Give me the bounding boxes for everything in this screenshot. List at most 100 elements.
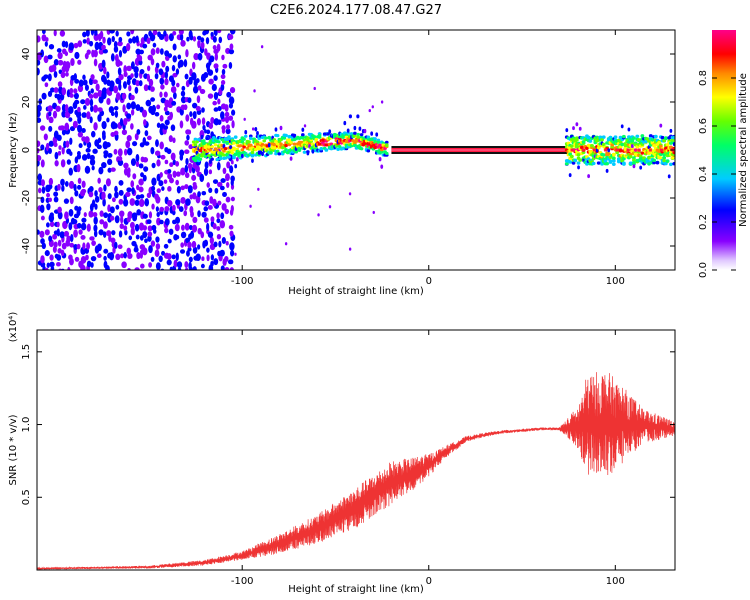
heatmap-cell [93, 58, 98, 67]
heatmap-cell [203, 145, 208, 150]
heatmap-cell [77, 131, 84, 138]
heatmap-cell [336, 147, 340, 151]
heatmap-cell [319, 147, 324, 151]
heatmap-cell [39, 125, 46, 131]
heatmap-cell [118, 180, 124, 186]
heatmap-cell [277, 152, 282, 156]
heatmap-cell [197, 227, 202, 235]
heatmap-cell [150, 240, 156, 247]
heatmap-cell [164, 218, 170, 226]
heatmap-cell [81, 127, 86, 133]
heatmap-cell [37, 155, 42, 162]
heatmap-cell [204, 30, 210, 35]
heatmap-cell [578, 158, 583, 162]
heatmap-cell [142, 137, 147, 146]
heatmap-cell [177, 54, 182, 60]
heatmap-cell [142, 231, 148, 239]
heatmap-cell [184, 261, 189, 268]
heatmap-cell [178, 30, 184, 35]
heatmap-cell [128, 38, 133, 44]
spectrogram-panel: -100 0 100 -40 -20 0 20 40 Height of straight … [8, 29, 676, 297]
heatmap-cell [249, 204, 252, 208]
heatmap-cell [279, 142, 283, 146]
heatmap-cell [117, 41, 123, 47]
heatmap-cell [223, 156, 228, 160]
heatmap-cell [125, 191, 131, 197]
heatmap-cell [621, 162, 626, 166]
heatmap-cell [64, 41, 69, 48]
heatmap-cell [178, 59, 184, 68]
heatmap-cell [206, 129, 211, 135]
heatmap-cell [76, 243, 81, 250]
heatmap-cell [632, 161, 636, 165]
heatmap-cell [610, 143, 615, 147]
heatmap-cell [192, 216, 198, 224]
heatmap-cell [219, 185, 225, 191]
heatmap-cell [648, 134, 653, 138]
heatmap-cell [113, 40, 118, 49]
heatmap-cell [110, 53, 115, 62]
heatmap-cell [91, 199, 96, 208]
heatmap-cell [118, 36, 123, 43]
heatmap-cell [192, 85, 199, 94]
heatmap-cell [212, 198, 217, 207]
heatmap-cell [107, 37, 112, 46]
heatmap-cell [218, 240, 222, 248]
heatmap-cell [172, 72, 178, 78]
heatmap-cell [106, 230, 112, 237]
heatmap-cell [627, 127, 631, 132]
heatmap-cell [107, 193, 112, 200]
heatmap-cell [207, 153, 211, 158]
heatmap-cell [632, 164, 636, 169]
heatmap-cell [135, 80, 140, 87]
heatmap-cell [177, 267, 182, 270]
heatmap-cell [217, 119, 222, 125]
heatmap-cell [224, 208, 230, 215]
heatmap-cell [596, 161, 601, 165]
heatmap-cell [37, 110, 41, 118]
heatmap-cell [588, 139, 593, 143]
heatmap-cell [165, 65, 170, 73]
heatmap-cell [92, 148, 98, 154]
heatmap-cell [568, 160, 573, 164]
heatmap-cell [184, 164, 189, 173]
heatmap-cell [218, 154, 223, 158]
heatmap-cell [569, 154, 574, 159]
heatmap-cell [96, 144, 102, 150]
heatmap-cell [217, 140, 221, 144]
spectrogram-y-label: Frequency (Hz) [8, 112, 19, 188]
heatmap-cell [114, 241, 118, 249]
heatmap-cell [93, 224, 98, 233]
heatmap-cell [111, 230, 116, 236]
heatmap-cell [60, 71, 66, 79]
heatmap-cell [72, 120, 78, 129]
heatmap-cell [40, 255, 45, 264]
heatmap-cell [592, 148, 596, 152]
heatmap-cell [210, 145, 214, 149]
heatmap-cell [115, 253, 121, 261]
heatmap-cell [146, 219, 152, 225]
heatmap-cell [135, 104, 141, 111]
heatmap-cell [161, 60, 166, 68]
heatmap-cell [620, 142, 625, 147]
heatmap-cell [172, 137, 176, 144]
heatmap-cell [147, 225, 153, 232]
heatmap-cell [187, 162, 193, 170]
heatmap-cell [368, 108, 371, 113]
heatmap-cell [202, 124, 206, 131]
heatmap-cell [669, 128, 673, 133]
heatmap-cell [43, 55, 49, 64]
heatmap-cell [118, 230, 123, 238]
heatmap-cell [195, 140, 199, 144]
heatmap-cell [183, 59, 188, 68]
heatmap-cell [142, 213, 148, 219]
heatmap-cell [149, 32, 156, 42]
snr-series [37, 372, 675, 570]
heatmap-cell [227, 135, 231, 139]
heatmap-cell [105, 178, 111, 187]
heatmap-cell [621, 134, 626, 139]
heatmap-cell [269, 150, 273, 155]
heatmap-cell [48, 184, 53, 190]
heatmap-cell [70, 234, 74, 243]
heatmap-cell [55, 261, 61, 267]
